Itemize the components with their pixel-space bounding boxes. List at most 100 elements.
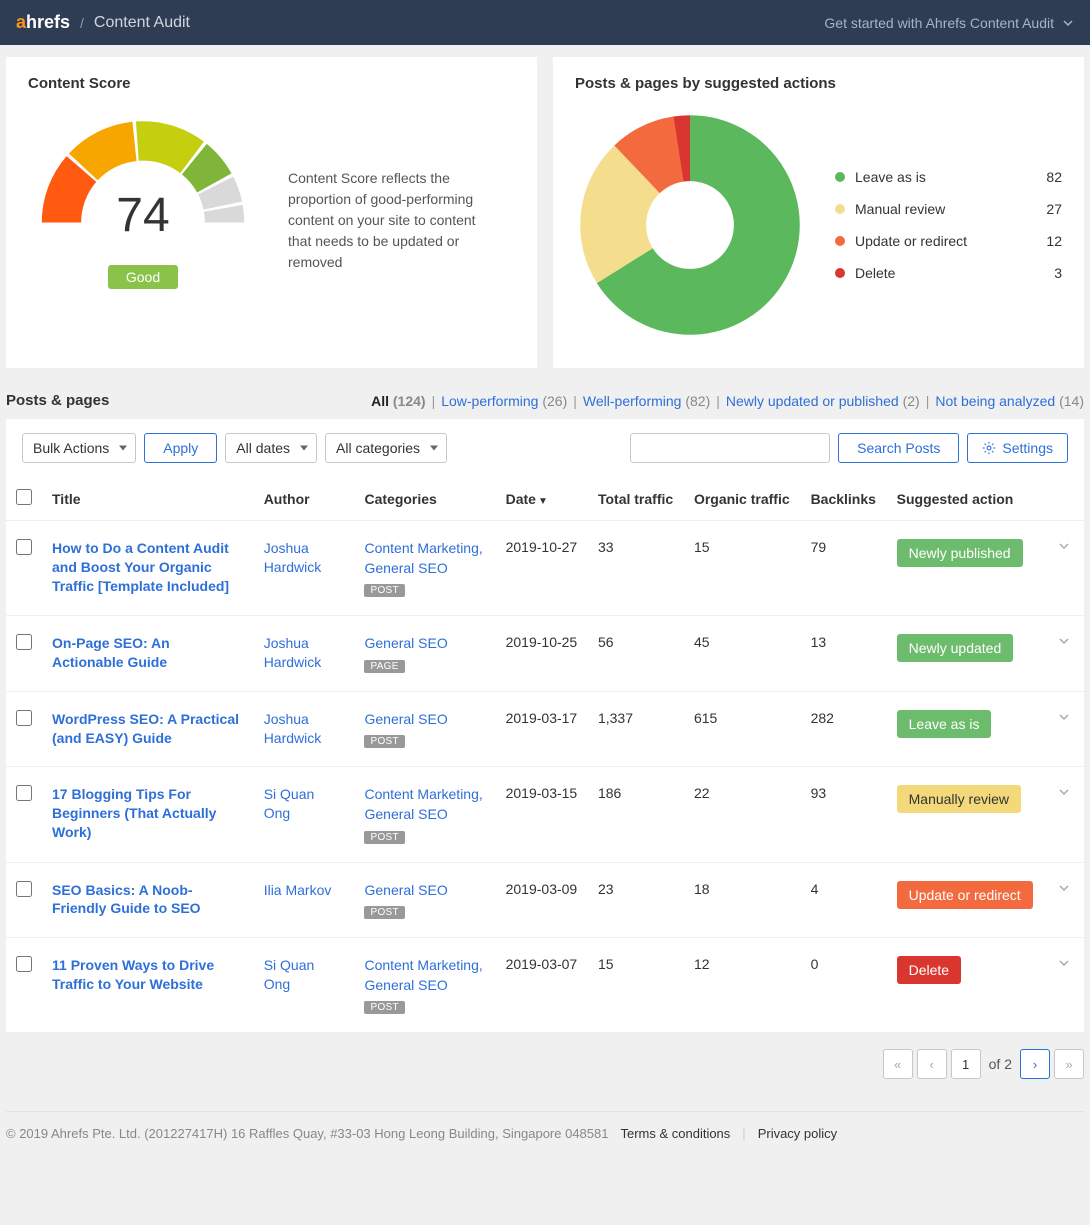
table-row: On-Page SEO: An Actionable Guide Joshua … [6,616,1084,692]
th-date-label: Date [506,491,536,507]
author-link[interactable]: Joshua Hardwick [264,710,344,748]
page-next[interactable]: › [1020,1049,1050,1079]
dates-select[interactable]: All dates [225,433,317,463]
search-input[interactable] [630,433,830,463]
help-dropdown[interactable]: Get started with Ahrefs Content Audit [824,15,1074,31]
th-backlinks[interactable]: Backlinks [801,477,887,521]
action-badge[interactable]: Leave as is [897,710,992,738]
th-author[interactable]: Author [254,477,355,521]
table-row: 11 Proven Ways to Drive Traffic to Your … [6,938,1084,1033]
category-link[interactable]: Content Marketing, General SEO [364,539,484,578]
post-title-link[interactable]: 11 Proven Ways to Drive Traffic to Your … [52,956,242,994]
category-link[interactable]: Content Marketing, General SEO [364,785,484,824]
page-first[interactable]: « [883,1049,913,1079]
score-description: Content Score reflects the proportion of… [288,168,488,273]
footer: © 2019 Ahrefs Pte. Ltd. (201227417H) 16 … [6,1111,1084,1165]
apply-button[interactable]: Apply [144,433,217,463]
page-prev[interactable]: ‹ [917,1049,947,1079]
th-organic[interactable]: Organic traffic [684,477,801,521]
author-link[interactable]: Si Quan Ong [264,956,344,994]
chevron-down-icon [1058,540,1070,552]
expand-row[interactable] [1044,767,1084,862]
th-action[interactable]: Suggested action [887,477,1044,521]
filter-count: (82) [685,393,710,409]
category-link[interactable]: General SEO [364,881,484,901]
search-button[interactable]: Search Posts [838,433,959,463]
score-badge: Good [28,265,258,289]
expand-row[interactable] [1044,616,1084,692]
content-score-card: Content Score 74 Good Content Score refl… [6,57,537,368]
category-link[interactable]: General SEO [364,710,484,730]
settings-button[interactable]: Settings [967,433,1068,463]
legend-dot [835,172,845,182]
row-checkbox[interactable] [16,710,32,726]
author-link[interactable]: Si Quan Ong [264,785,344,823]
privacy-link[interactable]: Privacy policy [758,1126,837,1141]
post-title-link[interactable]: How to Do a Content Audit and Boost Your… [52,539,242,596]
cell-date: 2019-10-25 [496,616,588,692]
action-badge[interactable]: Newly published [897,539,1023,567]
cell-backlinks: 79 [801,521,887,616]
cell-total: 56 [588,616,684,692]
footer-sep: | [742,1126,745,1141]
donut-title: Posts & pages by suggested actions [575,75,1062,92]
row-checkbox[interactable] [16,539,32,555]
score-body: 74 Good Content Score reflects the propo… [28,110,515,330]
page-current[interactable]: 1 [951,1049,981,1079]
type-badge: POST [364,1001,404,1014]
action-badge[interactable]: Update or redirect [897,881,1033,909]
score-title: Content Score [28,75,515,92]
category-link[interactable]: Content Marketing, General SEO [364,956,484,995]
legend-value: 27 [1046,201,1062,217]
post-title-link[interactable]: SEO Basics: A Noob-Friendly Guide to SEO [52,881,242,919]
terms-link[interactable]: Terms & conditions [620,1126,730,1141]
legend-row: Manual review27 [835,193,1062,225]
filter-tab[interactable]: Well-performing (82) [583,393,710,409]
donut-legend: Leave as is82Manual review27Update or re… [835,161,1062,289]
expand-row[interactable] [1044,938,1084,1033]
expand-row[interactable] [1044,521,1084,616]
row-checkbox[interactable] [16,881,32,897]
logo[interactable]: ahrefs [16,12,70,33]
action-badge[interactable]: Manually review [897,785,1021,813]
cell-organic: 615 [684,691,801,767]
action-badge[interactable]: Newly updated [897,634,1014,662]
bulk-actions-select[interactable]: Bulk Actions [22,433,136,463]
th-total[interactable]: Total traffic [588,477,684,521]
donut [575,110,805,340]
filter-tab[interactable]: Newly updated or published (2) [726,393,920,409]
type-badge: POST [364,584,404,597]
author-link[interactable]: Joshua Hardwick [264,539,344,577]
filter-tab[interactable]: All (124) [371,393,425,409]
table-row: How to Do a Content Audit and Boost Your… [6,521,1084,616]
th-title[interactable]: Title [42,477,254,521]
legend-row: Leave as is82 [835,161,1062,193]
page-last[interactable]: » [1054,1049,1084,1079]
cell-total: 33 [588,521,684,616]
post-title-link[interactable]: WordPress SEO: A Practical (and EASY) Gu… [52,710,242,748]
breadcrumb-sep: / [80,15,84,31]
filter-tab[interactable]: Not being analyzed (14) [935,393,1084,409]
select-all-checkbox[interactable] [16,489,32,505]
expand-row[interactable] [1044,862,1084,938]
expand-row[interactable] [1044,691,1084,767]
author-link[interactable]: Joshua Hardwick [264,634,344,672]
categories-select[interactable]: All categories [325,433,447,463]
post-title-link[interactable]: 17 Blogging Tips For Beginners (That Act… [52,785,242,842]
row-checkbox[interactable] [16,956,32,972]
category-link[interactable]: General SEO [364,634,484,654]
th-categories[interactable]: Categories [354,477,495,521]
row-checkbox[interactable] [16,785,32,801]
action-badge[interactable]: Delete [897,956,961,984]
filter-tab[interactable]: Low-performing (26) [441,393,567,409]
cell-organic: 12 [684,938,801,1033]
row-checkbox[interactable] [16,634,32,650]
toolbar: Bulk Actions Apply All dates All categor… [6,433,1084,477]
filter-count: (2) [903,393,920,409]
author-link[interactable]: Ilia Markov [264,881,344,900]
type-badge: POST [364,735,404,748]
th-date[interactable]: Date▼ [496,477,588,521]
legend-row: Delete3 [835,257,1062,289]
help-label: Get started with Ahrefs Content Audit [824,15,1054,31]
post-title-link[interactable]: On-Page SEO: An Actionable Guide [52,634,242,672]
